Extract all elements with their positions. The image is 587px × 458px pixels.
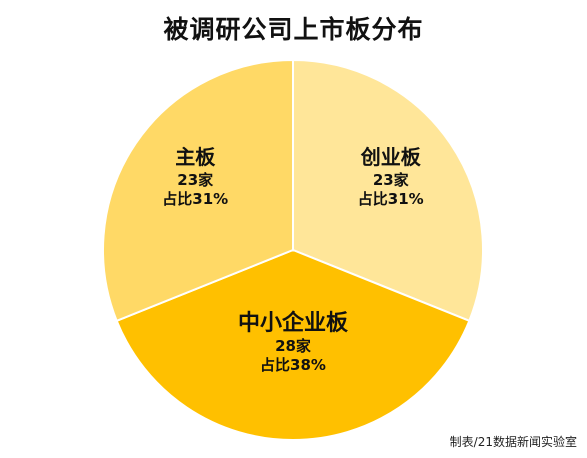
slice-share: 占比31%	[358, 190, 424, 208]
slice-share: 占比31%	[162, 190, 228, 208]
slice-share: 占比38%	[260, 356, 326, 374]
chart-title: 被调研公司上市板分布	[163, 15, 424, 44]
slice-name: 主板	[175, 145, 216, 169]
slice-count: 23家	[373, 171, 409, 189]
pie-slice-1	[292, 58, 484, 323]
slice-label-2: 中小企业板 28家占比38%	[238, 310, 349, 374]
pie-slice-3	[102, 58, 294, 323]
pie-slice-2	[115, 248, 471, 442]
slice-name: 创业板	[360, 145, 422, 169]
slice-count: 23家	[177, 171, 213, 189]
slice-label-1: 创业板 23家占比31%	[358, 145, 424, 208]
slice-label-3: 主板 23家占比31%	[162, 145, 228, 208]
slice-name: 中小企业板	[238, 310, 349, 336]
source-note: 制表/21数据新闻实验室	[449, 435, 577, 449]
slice-count: 28家	[275, 337, 311, 355]
